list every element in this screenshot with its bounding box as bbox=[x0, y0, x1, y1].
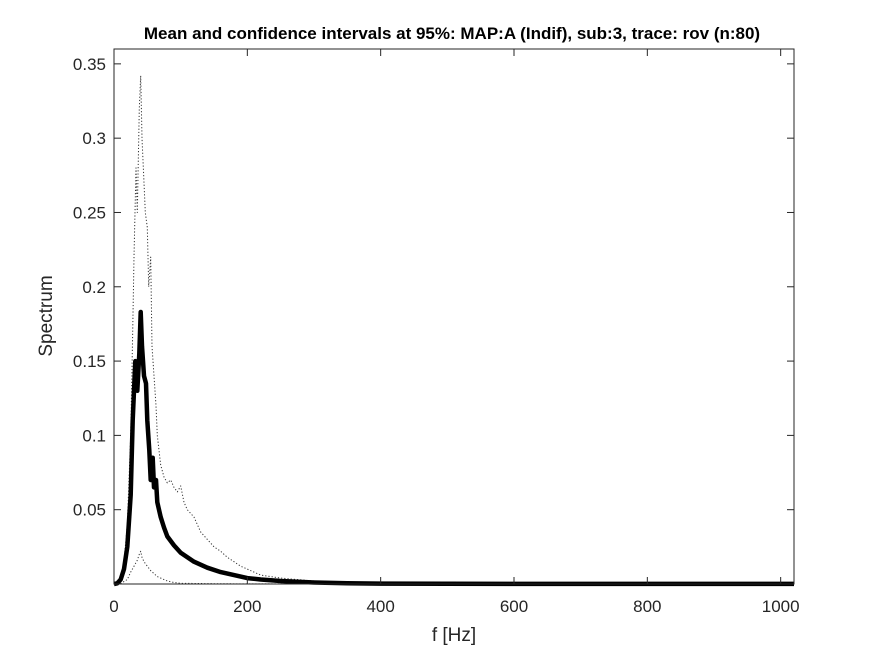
x-axis-label: f [Hz] bbox=[432, 625, 476, 646]
y-axis-label: Spectrum bbox=[36, 275, 57, 356]
x-tick-label: 600 bbox=[500, 597, 528, 616]
y-tick-label: 0.05 bbox=[73, 501, 106, 520]
axis-layer: 0 200 400 600 800 1000 0.05 0.1 0.15 0.2 0.25 0.3 0.… bbox=[73, 49, 800, 616]
series-line-upper-95 bbox=[113, 75, 794, 585]
plot-area-frame bbox=[113, 48, 795, 585]
y-tick-label: 0.1 bbox=[82, 426, 106, 445]
series-line-lower-95 bbox=[113, 550, 794, 585]
x-tick-label: 1000 bbox=[762, 597, 800, 616]
y-tick-label: 0.15 bbox=[73, 352, 106, 371]
x-tick-label: 400 bbox=[366, 597, 394, 616]
y-tick-label: 0.2 bbox=[82, 278, 106, 297]
series-line-mean bbox=[113, 309, 794, 587]
chart-title: Mean and confidence intervals at 95%: MA… bbox=[144, 24, 760, 43]
x-tick-label: 800 bbox=[633, 597, 661, 616]
series-layer bbox=[113, 75, 794, 587]
y-tick-label: 0.25 bbox=[73, 203, 106, 222]
y-tick-label: 0.3 bbox=[82, 129, 106, 148]
x-tick-label: 0 bbox=[109, 597, 118, 616]
x-tick-label: 200 bbox=[233, 597, 261, 616]
y-tick-label: 0.35 bbox=[73, 55, 106, 74]
